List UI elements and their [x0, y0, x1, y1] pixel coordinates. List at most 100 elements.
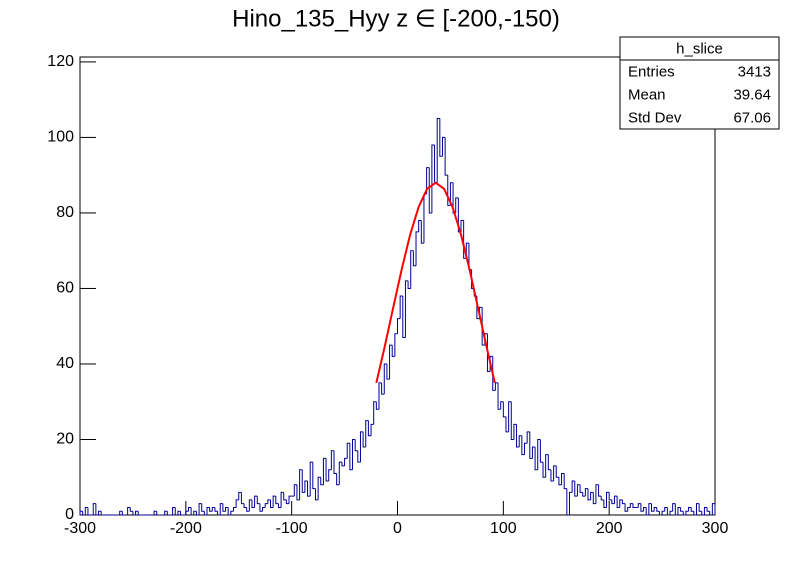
- histogram-bin: [431, 144, 435, 213]
- histogram-bin: [84, 506, 88, 515]
- histogram-bin: [328, 469, 332, 482]
- histogram-bin: [656, 507, 660, 512]
- histogram-bin: [410, 250, 414, 289]
- histogram-bin: [280, 491, 284, 508]
- histogram-bin: [542, 462, 546, 478]
- stats-label: Mean: [628, 86, 666, 103]
- histogram-bin: [344, 457, 348, 466]
- histogram-bin: [203, 511, 207, 516]
- histogram-bin: [420, 220, 424, 244]
- histogram-bin: [494, 382, 499, 391]
- histogram-bin: [288, 495, 292, 504]
- histogram-bin: [87, 507, 91, 516]
- stats-label: Entries: [628, 63, 675, 80]
- histogram-bin: [600, 496, 604, 501]
- histogram-bin: [283, 492, 287, 501]
- histogram-bin: [365, 420, 369, 448]
- stats-box: [619, 36, 780, 130]
- histogram-bin: [555, 465, 559, 478]
- histogram-bin: [381, 382, 385, 395]
- y-tick-label: 20: [56, 431, 74, 448]
- histogram-bin: [526, 431, 530, 444]
- histogram-bin: [603, 499, 607, 508]
- histogram-bin: [322, 457, 327, 485]
- histogram-bin: [661, 510, 665, 515]
- y-tick-label: 120: [47, 53, 74, 70]
- x-tick-label: 200: [596, 520, 623, 537]
- histogram-bin: [195, 511, 200, 516]
- histogram-bin: [248, 499, 252, 512]
- histogram-bin: [166, 511, 170, 516]
- histogram-bin: [193, 510, 197, 515]
- histogram-bin: [666, 507, 671, 516]
- histogram-bin: [505, 416, 509, 433]
- histogram-bin: [563, 473, 567, 490]
- histogram-bin: [677, 506, 681, 515]
- histogram-bin: [545, 454, 549, 478]
- histogram-bin: [611, 499, 615, 505]
- histogram-bin: [225, 506, 229, 512]
- histogram-bin: [232, 506, 237, 512]
- histogram-bin: [664, 506, 668, 512]
- histogram-bin: [259, 503, 263, 512]
- histogram-bin: [177, 510, 181, 515]
- histogram-bin: [317, 476, 321, 500]
- histogram-bin: [370, 423, 374, 436]
- histogram-bin: [206, 506, 210, 515]
- histogram-bin: [180, 511, 184, 516]
- x-tick-label: 100: [490, 520, 517, 537]
- histogram-bin: [320, 477, 324, 486]
- histogram-bin: [651, 503, 655, 512]
- histogram-bin: [645, 507, 649, 516]
- histogram-bin: [79, 510, 83, 515]
- histogram-bin: [632, 503, 636, 508]
- histogram-bin: [624, 503, 628, 512]
- fit-line: [375, 181, 496, 384]
- histogram-bin: [616, 496, 620, 508]
- histogram-bin: [513, 423, 517, 440]
- histogram-bin: [275, 496, 279, 505]
- histogram-bin: [688, 506, 692, 512]
- histogram-bin: [325, 458, 329, 482]
- histogram-bin: [486, 333, 491, 373]
- y-tick-label: 0: [65, 506, 74, 523]
- histogram-bin: [394, 333, 398, 357]
- histogram-bin: [568, 491, 573, 515]
- histogram-bin: [672, 503, 676, 512]
- histogram-bin: [558, 477, 562, 486]
- histogram-bin: [201, 503, 205, 512]
- histogram-bin: [436, 118, 440, 183]
- histogram-bin: [685, 510, 689, 515]
- histogram-bin: [185, 510, 189, 515]
- stats-value: 3413: [738, 63, 771, 80]
- histogram-bin: [402, 296, 406, 339]
- histogram-bin: [709, 511, 713, 516]
- histogram-bin: [524, 442, 528, 455]
- histogram-bin: [539, 439, 544, 463]
- histogram-bin: [444, 137, 448, 176]
- chart-title: Hino_135_Hyy z ∈ [-200,-150): [232, 5, 560, 32]
- histogram-bin: [502, 401, 506, 418]
- histogram-bin: [296, 484, 300, 501]
- histogram-bin: [82, 511, 86, 516]
- histogram-bin: [375, 401, 379, 410]
- histogram-bin: [346, 442, 350, 459]
- histogram-bin: [576, 484, 581, 497]
- histogram-bin: [132, 511, 136, 516]
- histogram-bin: [534, 447, 538, 471]
- histogram-bin: [449, 182, 454, 206]
- histogram-bin: [285, 499, 290, 505]
- histogram-bin: [254, 495, 258, 508]
- histogram-bin: [362, 431, 366, 448]
- y-tick-label: 40: [56, 355, 74, 372]
- histogram-bin: [270, 499, 274, 508]
- histogram-bin: [386, 363, 390, 380]
- histogram-bin: [619, 499, 623, 508]
- histogram-bin: [264, 503, 268, 508]
- x-tick-label: 300: [702, 520, 729, 537]
- histogram-bin: [230, 510, 234, 515]
- histogram-bin: [391, 345, 395, 357]
- histogram-bin: [95, 503, 99, 516]
- histogram-bin: [703, 506, 708, 515]
